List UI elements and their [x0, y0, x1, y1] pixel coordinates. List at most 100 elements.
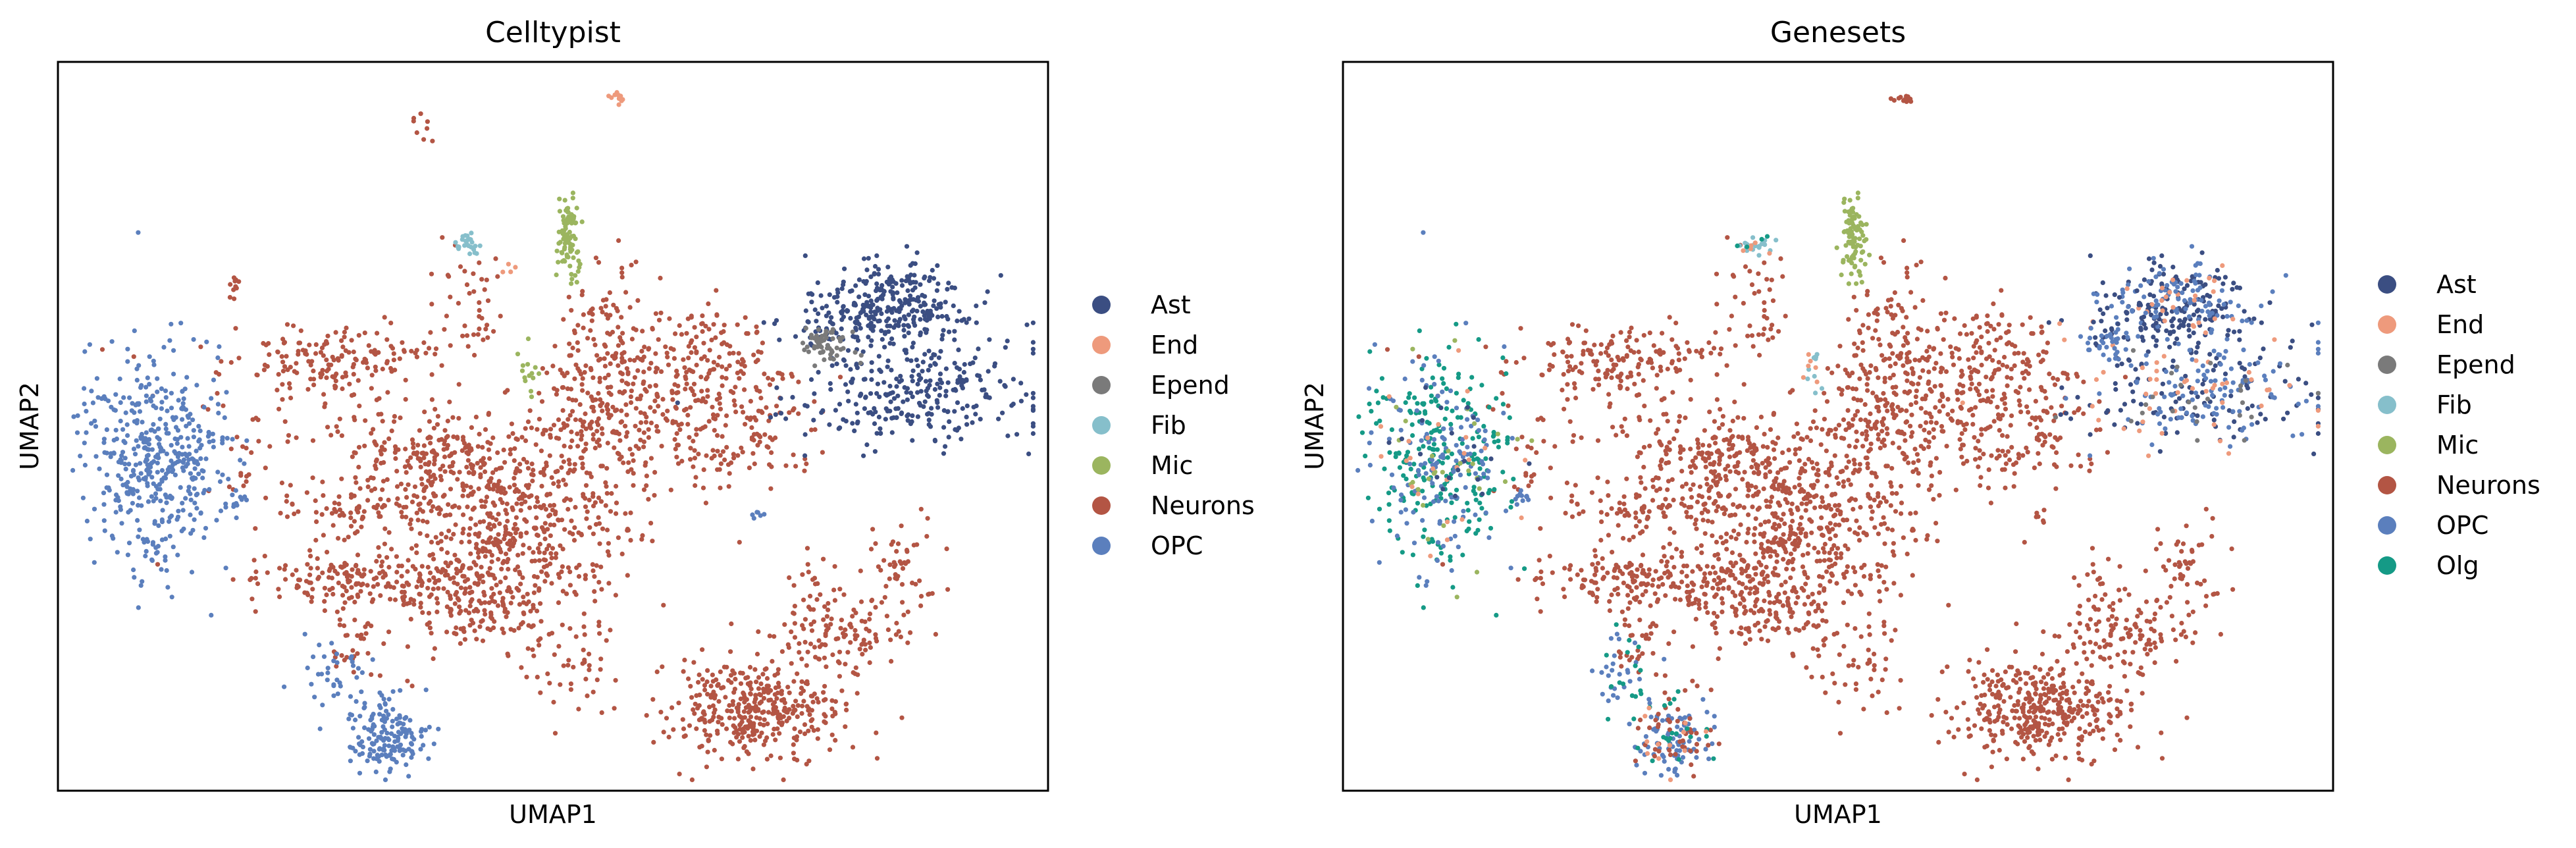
scatter-point-neurons	[457, 469, 462, 475]
scatter-point-neurons	[500, 596, 506, 601]
scatter-point-neurons	[567, 497, 573, 502]
scatter-point-neurons	[555, 469, 560, 474]
scatter-point-neurons	[392, 444, 398, 449]
scatter-point-neurons	[696, 679, 701, 685]
scatter-point-ast	[903, 297, 908, 302]
scatter-point-opc	[365, 758, 370, 764]
scatter-point-neurons	[1538, 609, 1543, 614]
scatter-point-opc	[166, 431, 171, 436]
scatter-point-ast	[793, 334, 799, 339]
scatter-point-neurons	[764, 683, 770, 689]
scatter-point-neurons	[883, 583, 889, 589]
scatter-point-neurons	[1796, 526, 1802, 531]
scatter-point-neurons	[533, 504, 539, 510]
scatter-point-ast	[910, 368, 916, 373]
scatter-point-neurons	[628, 510, 633, 516]
scatter-point-neurons	[405, 644, 411, 649]
scatter-point-neurons	[730, 699, 735, 704]
scatter-point-neurons	[1879, 439, 1885, 445]
scatter-point-opc	[149, 494, 154, 499]
scatter-point-neurons	[467, 603, 473, 609]
scatter-point-neurons	[646, 435, 652, 440]
scatter-point-neurons	[262, 362, 267, 368]
scatter-point-opc	[196, 423, 201, 429]
scatter-point-neurons	[540, 431, 546, 437]
scatter-point-neurons	[486, 600, 492, 606]
scatter-point-neurons	[692, 711, 697, 716]
scatter-point-neurons	[805, 649, 810, 654]
scatter-point-opc	[170, 469, 175, 475]
scatter-point-neurons	[286, 381, 292, 386]
scatter-point-neurons	[418, 111, 423, 117]
scatter-point-opc	[169, 406, 174, 411]
scatter-point-neurons	[700, 321, 705, 326]
scatter-point-opc	[134, 418, 140, 423]
scatter-point-neurons	[729, 621, 734, 627]
scatter-point-neurons	[445, 589, 450, 595]
scatter-point-ast	[922, 399, 928, 404]
scatter-point-neurons	[298, 328, 303, 333]
scatter-point-neurons	[804, 546, 810, 551]
scatter-point-neurons	[710, 412, 716, 417]
scatter-point-opc	[145, 375, 150, 381]
scatter-point-neurons	[537, 390, 542, 396]
scatter-point-opc	[117, 376, 122, 382]
scatter-point-neurons	[1627, 600, 1633, 605]
scatter-point-opc	[348, 656, 354, 661]
scatter-point-neurons	[318, 375, 323, 380]
scatter-point-neurons	[708, 733, 713, 738]
scatter-point-neurons	[1757, 581, 1762, 586]
scatter-point-neurons	[1853, 570, 1858, 575]
scatter-point-neurons	[1750, 504, 1755, 510]
scatter-point-ast	[929, 356, 934, 361]
scatter-point-ast	[1018, 381, 1024, 386]
scatter-point-neurons	[631, 483, 636, 488]
scatter-point-neurons	[1693, 521, 1698, 527]
scatter-point-neurons	[1834, 555, 1839, 561]
scatter-point-neurons	[446, 502, 451, 507]
scatter-point-opc	[216, 410, 221, 416]
scatter-point-neurons	[1860, 444, 1866, 449]
scatter-point-neurons	[580, 461, 585, 467]
scatter-point-neurons	[699, 743, 704, 749]
scatter-point-neurons	[517, 570, 522, 575]
scatter-point-neurons	[600, 309, 605, 315]
scatter-point-neurons	[479, 277, 485, 282]
scatter-point-ast	[905, 418, 910, 423]
scatter-point-neurons	[537, 588, 542, 593]
scatter-point-neurons	[560, 622, 565, 627]
scatter-point-opc	[140, 537, 145, 542]
scatter-point-neurons	[573, 504, 578, 510]
scatter-point-neurons	[462, 323, 467, 329]
scatter-point-ast	[893, 281, 899, 286]
scatter-point-neurons	[1600, 566, 1605, 571]
scatter-point-neurons	[280, 397, 285, 402]
scatter-point-neurons	[592, 589, 597, 595]
scatter-point-neurons	[808, 606, 813, 612]
scatter-point-neurons	[734, 728, 739, 733]
scatter-point-neurons	[1899, 511, 1904, 516]
scatter-point-neurons	[391, 358, 397, 363]
scatter-point-neurons	[1756, 560, 1762, 565]
scatter-point-neurons	[337, 416, 342, 421]
scatter-point-neurons	[523, 499, 528, 504]
scatter-point-neurons	[608, 509, 614, 514]
scatter-point-neurons	[1879, 429, 1885, 434]
scatter-point-neurons	[766, 698, 772, 703]
scatter-point-neurons	[658, 369, 664, 375]
scatter-point-neurons	[496, 512, 501, 517]
scatter-point-neurons	[766, 710, 772, 715]
scatter-point-neurons	[602, 342, 607, 348]
scatter-point-neurons	[426, 610, 432, 616]
scatter-point-neurons	[1880, 422, 1886, 427]
scatter-point-neurons	[1684, 564, 1689, 569]
scatter-point-neurons	[1828, 507, 1833, 512]
scatter-point-ast	[889, 336, 895, 342]
scatter-point-neurons	[895, 541, 901, 546]
scatter-point-neurons	[596, 623, 602, 629]
scatter-point-neurons	[1677, 413, 1682, 419]
scatter-point-neurons	[556, 644, 562, 649]
scatter-point-neurons	[1643, 589, 1648, 594]
scatter-point-ast	[932, 438, 938, 444]
scatter-point-neurons	[1816, 550, 1821, 555]
